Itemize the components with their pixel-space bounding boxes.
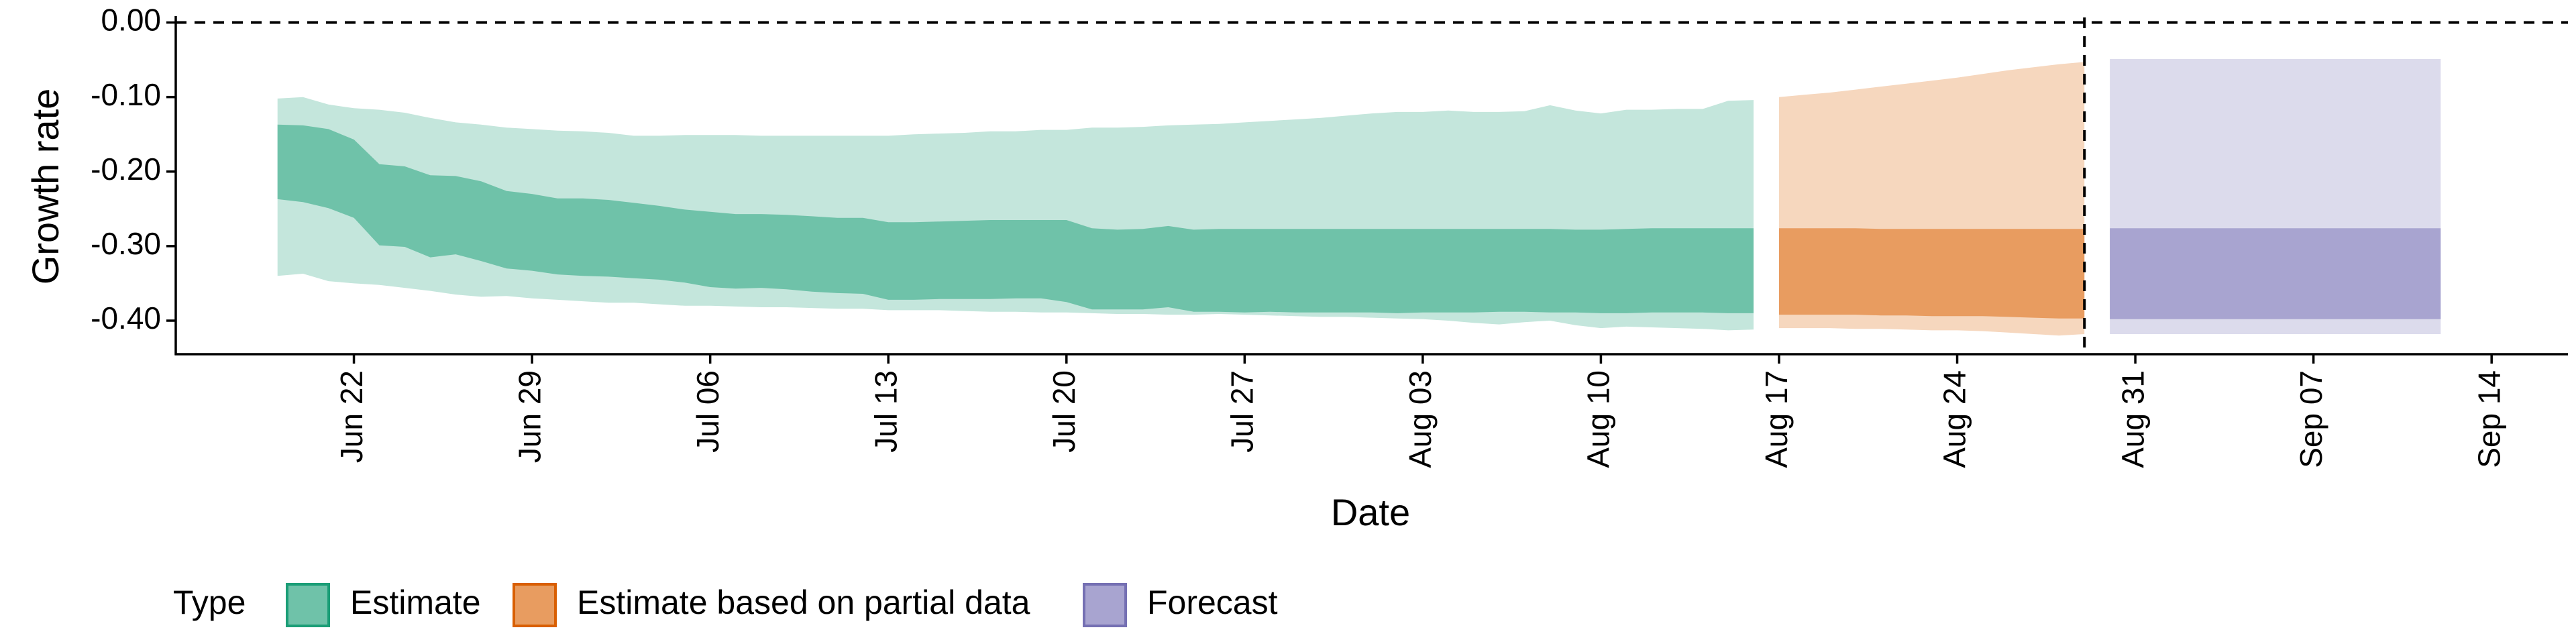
x-tick-label: Sep 07 [2294,370,2328,468]
reference-lines [176,17,2568,354]
x-axis-title: Date [1331,491,1410,533]
estimate-based-on-partial-data-legend-key [513,583,557,627]
estimate-legend-label: Estimate [350,584,481,621]
x-tick-label: Aug 10 [1581,370,1616,468]
x-tick-label: Jun 29 [512,370,547,463]
x-tick-label: Jul 06 [690,370,725,453]
y-tick-label: -0.20 [91,152,161,186]
y-ticks: 0.00 -0.10 -0.20 -0.30 -0.40 [91,3,176,335]
legend-entries: Estimate Estimate based on partial data Fo… [286,583,1278,627]
y-tick-label: -0.30 [91,226,161,261]
estimate-legend-key [286,583,330,627]
x-tick-label: Aug 17 [1759,370,1794,468]
x-tick-label: Sep 14 [2471,370,2506,468]
x-tick-label: Aug 03 [1403,370,1438,468]
y-tick-label: -0.40 [91,301,161,335]
bands-layer [277,59,2441,336]
estimate-based-on-partial-data-legend-label: Estimate based on partial data [577,584,1030,621]
x-tick-label: Aug 31 [2115,370,2150,468]
legend-title: Type [173,584,246,621]
legend: Type Estimate Estimate based on partial d… [173,583,1278,627]
estimate-50-band [277,124,1754,313]
y-tick-label: 0.00 [101,3,161,38]
x-tick-label: Jun 22 [334,370,369,463]
estimate-based-on-partial-data-50-band [1779,228,2085,319]
y-axis-title: Growth rate [24,89,66,285]
axes [174,16,2568,356]
x-tick-label: Jul 27 [1224,370,1259,453]
forecast-legend-label: Forecast [1147,584,1278,621]
x-tick-label: Jul 13 [868,370,903,453]
forecast-50-band [2110,228,2441,319]
x-ticks: Jun 22 Jun 29 Jul 06 Jul 13 Jul 20 Jul 27 Aug … [334,354,2506,468]
x-tick-label: Jul 20 [1046,370,1081,453]
y-tick-label: -0.10 [91,77,161,112]
forecast-legend-key [1083,583,1127,627]
x-tick-label: Aug 24 [1937,370,1972,468]
